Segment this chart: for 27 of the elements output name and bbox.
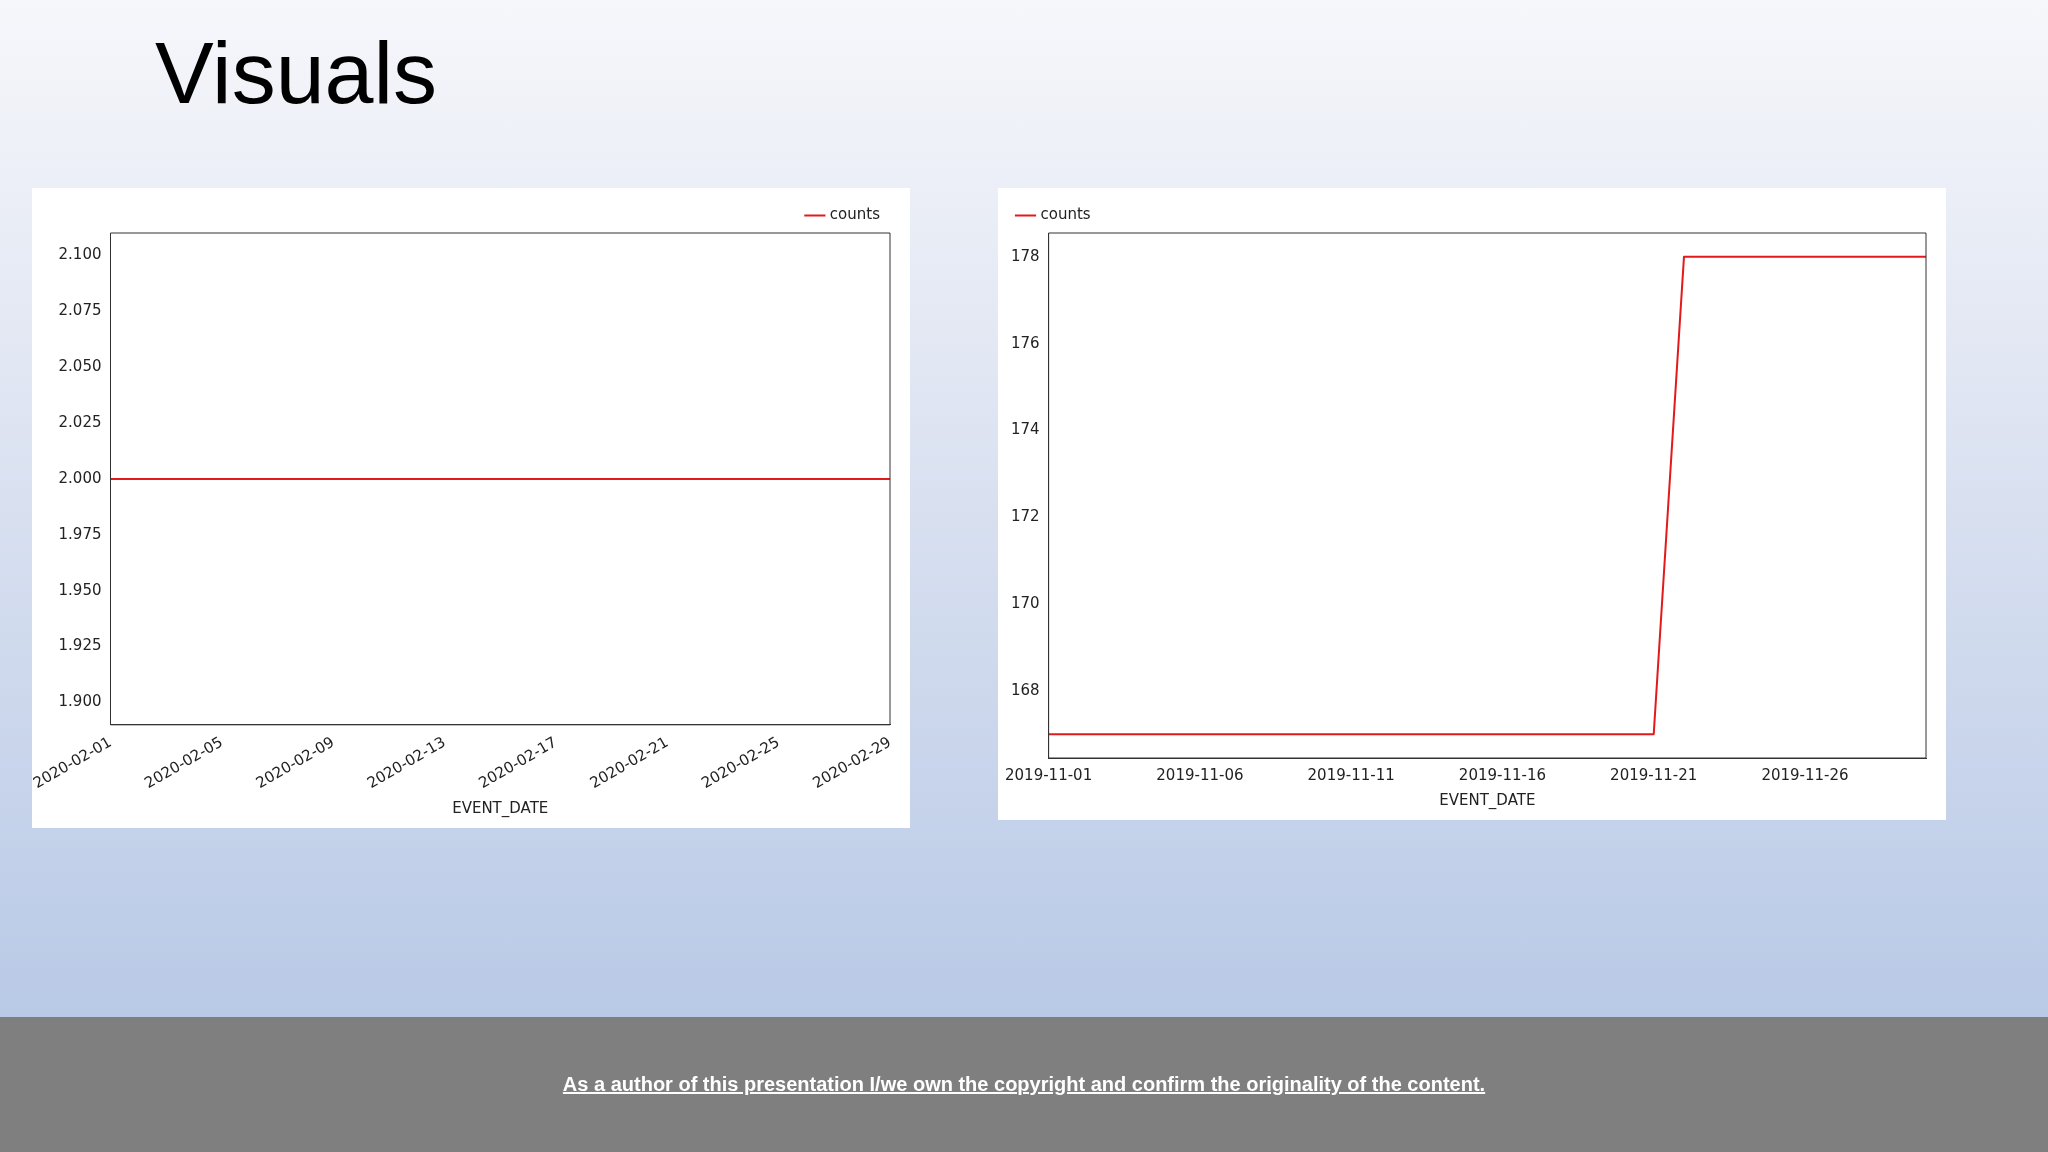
x-tick-label: 2019-11-21 [1610, 765, 1698, 784]
x-tick-label: 2019-11-16 [1458, 765, 1547, 784]
text: As a author of this presentation I/we own the copyright and confirm the originality of the content. [562, 1073, 1486, 1096]
legend-label: counts [1040, 205, 1091, 224]
y-tick-label: 2.025 [58, 412, 102, 431]
y-tick-label: 2.050 [58, 357, 102, 376]
x-tick-label: 2019-11-26 [1761, 765, 1849, 784]
y-tick-label: 168 [1010, 680, 1040, 699]
legend-label: counts [829, 205, 881, 224]
y-tick-label: 2.075 [58, 301, 102, 320]
y-tick-label: 2.100 [58, 245, 102, 264]
y-tick-label: 1.925 [58, 636, 102, 655]
y-tick-label: 174 [1010, 420, 1040, 439]
y-tick-label: 2.000 [58, 468, 102, 487]
x-tick-label: 2019-11-01 [1005, 765, 1093, 784]
y-tick-label: 172 [1010, 507, 1040, 526]
y-tick-label: 1.975 [58, 524, 102, 543]
y-tick-label: 170 [1010, 593, 1040, 612]
x-tick-label: 2019-11-06 [1156, 765, 1244, 784]
y-tick-label: 1.950 [58, 580, 102, 599]
y-tick-label: 176 [1010, 333, 1040, 352]
chart-title: Visuals [155, 22, 438, 124]
y-tick-label: 178 [1010, 246, 1040, 265]
x-tick-label: 2019-11-11 [1307, 765, 1395, 784]
x-axis-title: EVENT_DATE [452, 798, 549, 818]
y-tick-label: 1.900 [58, 692, 102, 711]
x-axis-title: EVENT_DATE [1439, 790, 1536, 810]
